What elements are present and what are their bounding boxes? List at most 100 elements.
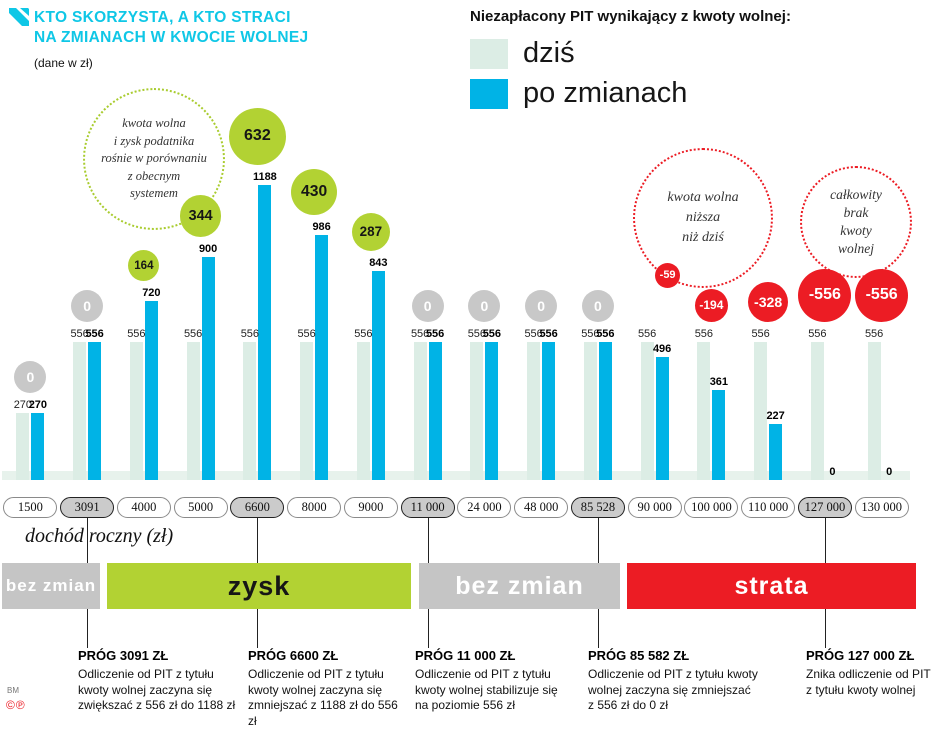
annotation-gain-circle: kwota wolna i zysk podatnika rośnie w po…: [83, 88, 225, 230]
x-tick: 11 000: [400, 497, 455, 518]
chart-baseline: [2, 471, 910, 480]
threshold-note-title: PRÓG 3091 ZŁ: [78, 648, 169, 663]
bar-po-zmianach: [428, 341, 442, 480]
annotation-lower-circle: kwota wolna niższa niż dziś: [633, 148, 773, 288]
x-tick: 110 000: [741, 497, 796, 518]
change-badge: 0: [14, 360, 47, 393]
bar-po-zmianach: [201, 256, 215, 480]
value-label-po-zmianach: 900: [198, 242, 218, 255]
x-tick: 100 000: [684, 497, 739, 518]
value-label-po-zmianach: 556: [425, 327, 445, 340]
change-badge: 344: [179, 195, 222, 237]
value-label-po-zmianach: 720: [142, 287, 161, 300]
change-badge: 287: [351, 212, 390, 251]
value-label-dzis: 556: [808, 327, 827, 340]
bar-po-zmianach: [655, 356, 669, 480]
bar-po-zmianach: [712, 390, 726, 480]
annotation-no-allowance-circle: całkowity brak kwoty wolnej: [800, 166, 912, 278]
legend-label-po-zmianach: po zmianach: [523, 77, 688, 109]
x-tick: 6600: [230, 497, 285, 518]
legend-item-dzis: dziś: [470, 37, 791, 70]
threshold-note: PRÓG 11 000 ZŁ Odliczenie od PIT z tytułu…: [415, 648, 567, 714]
value-label-dzis: 556: [297, 327, 316, 340]
value-label-dzis: 556: [410, 327, 430, 340]
bar-dzis: [16, 412, 30, 480]
bar-dzis: [754, 341, 768, 480]
bar-dzis: [583, 341, 597, 480]
change-badge: -556: [798, 268, 852, 322]
bar-po-zmianach: [315, 235, 329, 480]
value-label-dzis: 556: [183, 327, 203, 340]
bar-po-zmianach: [258, 185, 272, 480]
value-label-dzis: 556: [751, 327, 770, 340]
byline: BM: [7, 686, 19, 695]
threshold-note-title: PRÓG 11 000 ZŁ: [415, 648, 516, 663]
x-tick: 127 000: [797, 497, 852, 518]
legend-swatch-dzis: [470, 38, 508, 69]
bar-po-zmianach: [88, 341, 102, 480]
value-label-dzis: 556: [240, 327, 260, 340]
value-label-dzis: 556: [354, 327, 373, 340]
bar-dzis: [867, 341, 881, 480]
value-label-po-zmianach: 361: [709, 376, 729, 389]
bar-dzis: [129, 341, 143, 480]
threshold-note-text: Odliczenie od PIT z tytułu kwoty wolnej …: [415, 667, 558, 713]
legend-swatch-po-zmianach: [470, 78, 508, 109]
bar-dzis: [243, 341, 257, 480]
threshold-note-text: Odliczenie od PIT z tytułu kwoty wolnej …: [588, 667, 758, 713]
threshold-note-title: PRÓG 6600 ZŁ: [248, 648, 339, 663]
bar-po-zmianach: [144, 301, 158, 480]
bar-po-zmianach: [769, 423, 783, 480]
change-badge: 164: [128, 250, 160, 282]
bar-dzis: [356, 341, 370, 480]
value-label-po-zmianach: 1188: [252, 171, 277, 183]
value-label-dzis: 556: [864, 327, 884, 340]
x-tick: 90 000: [627, 497, 682, 518]
x-tick: 8000: [287, 497, 342, 518]
zone-band-gray-2: bez zmian: [419, 563, 620, 609]
legend: Niezapłacony PIT wynikający z kwoty woln…: [470, 8, 791, 117]
change-badge: 0: [468, 289, 501, 322]
value-label-po-zmianach: 496: [652, 342, 672, 355]
legend-label-dzis: dziś: [523, 37, 575, 69]
value-label-dzis: 556: [127, 327, 146, 340]
x-tick: 48 000: [514, 497, 569, 518]
page-title-line1: KTO SKORZYSTA, A KTO STRACI: [34, 9, 291, 26]
bar-dzis: [300, 341, 314, 480]
value-label-dzis: 556: [581, 327, 600, 340]
legend-title: Niezapłacony PIT wynikający z kwoty woln…: [470, 8, 791, 25]
change-badge: -59: [654, 262, 681, 288]
change-badge: -194: [694, 289, 728, 322]
change-badge: 0: [525, 289, 558, 322]
bar-po-zmianach: [31, 412, 45, 480]
x-tick: 5000: [173, 497, 228, 518]
bar-po-zmianach: [598, 341, 612, 480]
x-tick: 24 000: [457, 497, 512, 518]
bar-dzis: [640, 341, 654, 480]
value-label-po-zmianach: 556: [85, 327, 104, 340]
bar-dzis: [186, 341, 200, 480]
brand-logo: [8, 7, 30, 32]
units-note: (dane w zł): [34, 56, 93, 70]
x-tick: 85 528: [570, 497, 625, 518]
value-label-po-zmianach: 0: [886, 466, 893, 478]
bar-dzis: [413, 341, 427, 480]
threshold-note-title: PRÓG 85 582 ZŁ: [588, 648, 690, 663]
legend-item-po-zmianach: po zmianach: [470, 77, 791, 110]
threshold-note-text: Odliczenie od PIT z tytułu kwoty wolnej …: [78, 667, 236, 713]
change-badge: 0: [71, 289, 104, 322]
change-badge: 0: [411, 289, 444, 322]
value-label-po-zmianach: 556: [596, 327, 615, 340]
threshold-note: PRÓG 127 000 ZŁ Znika odliczenie od PIT z…: [806, 648, 934, 698]
threshold-note: PRÓG 3091 ZŁ Odliczenie od PIT z tytułu k…: [78, 648, 246, 714]
threshold-note: PRÓG 85 582 ZŁ Odliczenie od PIT z tytułu…: [588, 648, 758, 714]
bar-po-zmianach: [542, 341, 556, 480]
bar-po-zmianach: [371, 270, 385, 480]
value-label-po-zmianach: 0: [829, 466, 836, 478]
change-badge: 632: [228, 107, 287, 165]
copyright-marks: ©℗: [6, 698, 26, 712]
value-label-po-zmianach: 986: [312, 221, 331, 234]
value-label-dzis: 556: [637, 327, 657, 340]
value-label-dzis: 556: [70, 327, 89, 340]
